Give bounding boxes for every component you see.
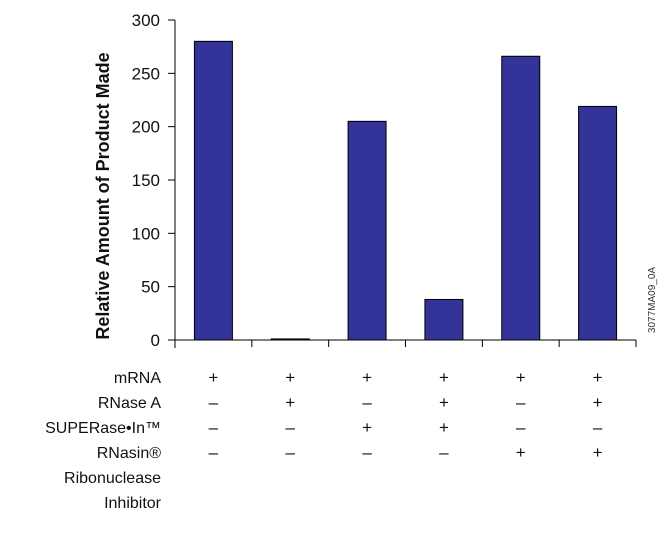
y-tick-label: 150 <box>132 171 160 190</box>
y-tick-label: 0 <box>151 331 160 350</box>
condition-table: mRNA + + + + + + RNase A – + – + – + SUPERase•In™ – – + + –… <box>45 368 603 512</box>
condition-row-label: SUPERase•In™ <box>45 420 161 437</box>
y-ticks: 0 50 100 150 200 250 300 <box>132 11 175 350</box>
condition-sign: – <box>286 418 296 437</box>
condition-sign: + <box>439 418 449 437</box>
condition-sign: + <box>362 418 372 437</box>
condition-sign: – <box>362 393 372 412</box>
condition-sign: + <box>285 368 295 387</box>
bar <box>501 55 541 341</box>
condition-sign: + <box>516 368 526 387</box>
condition-sign: + <box>285 393 295 412</box>
y-tick-label: 50 <box>141 278 160 297</box>
figure-code: 3077MA09_0A <box>647 267 658 333</box>
bar <box>270 338 310 341</box>
condition-sign: – <box>516 418 526 437</box>
condition-sign: + <box>208 368 218 387</box>
condition-row-label: mRNA <box>114 370 161 387</box>
condition-sign: – <box>593 418 603 437</box>
condition-sign: + <box>362 368 372 387</box>
x-ticks <box>174 340 637 347</box>
condition-sign: – <box>516 393 526 412</box>
condition-sign: – <box>362 443 372 462</box>
y-tick-label: 200 <box>132 118 160 137</box>
condition-sign: – <box>209 443 219 462</box>
condition-sign: + <box>593 443 603 462</box>
condition-sign: + <box>439 393 449 412</box>
condition-sign: + <box>439 368 449 387</box>
condition-sign: – <box>209 418 219 437</box>
y-tick-label: 100 <box>132 224 160 243</box>
bar <box>347 120 387 341</box>
condition-sign: + <box>593 393 603 412</box>
bar <box>193 40 233 341</box>
y-axis-label: Relative Amount of Product Made <box>93 52 113 339</box>
condition-sign: – <box>286 443 296 462</box>
condition-row-label-line: Inhibitor <box>104 495 162 512</box>
bars <box>193 40 618 341</box>
bar <box>424 298 464 341</box>
condition-row-label: RNase A <box>98 395 161 412</box>
condition-sign: – <box>439 443 449 462</box>
condition-row-label-line: Ribonuclease <box>64 470 161 487</box>
condition-sign: + <box>516 443 526 462</box>
condition-row-label: RNasin® <box>97 445 161 462</box>
condition-sign: + <box>593 368 603 387</box>
y-tick-label: 300 <box>132 11 160 30</box>
condition-sign: – <box>209 393 219 412</box>
bar <box>578 105 618 341</box>
y-tick-label: 250 <box>132 64 160 83</box>
